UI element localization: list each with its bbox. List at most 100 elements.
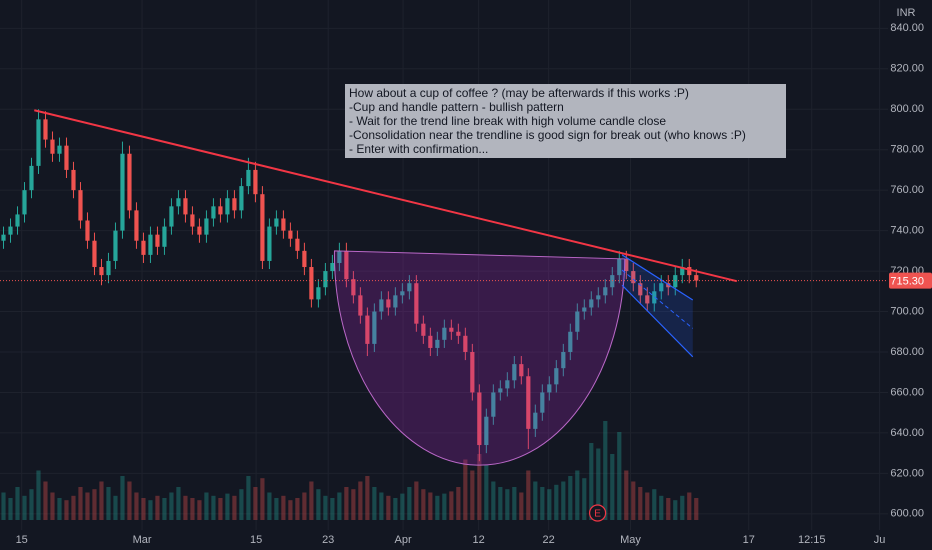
- volume-bar: [78, 487, 83, 520]
- volume-bar: [141, 498, 146, 520]
- last-price-label: 715.30: [890, 275, 924, 287]
- candle-body: [386, 299, 391, 308]
- volume-bar: [428, 492, 433, 520]
- candle-body: [225, 198, 230, 215]
- candle-body: [526, 376, 531, 429]
- candle-body: [316, 287, 321, 300]
- candle-body: [99, 267, 104, 276]
- candle-body: [582, 307, 587, 312]
- candle-body: [407, 283, 412, 292]
- y-tick-label: 740.00: [890, 225, 924, 237]
- volume-bar: [680, 495, 685, 520]
- volume-bar: [652, 489, 657, 520]
- volume-bar: [29, 489, 34, 520]
- volume-bar: [645, 492, 650, 520]
- candle-body: [379, 299, 384, 312]
- volume-bar: [50, 492, 55, 520]
- candle-body: [540, 392, 545, 413]
- volume-bar: [407, 487, 412, 520]
- volume-bar: [92, 489, 97, 520]
- volume-bar: [197, 500, 202, 520]
- candle-body: [470, 351, 475, 393]
- candle-body: [92, 240, 97, 268]
- y-tick-label: 840.00: [890, 22, 924, 34]
- last-price-badge: [889, 272, 932, 289]
- volume-bar: [554, 484, 559, 520]
- volume-bar: [337, 492, 342, 520]
- x-tick-label: 12: [473, 534, 485, 546]
- volume-bar: [176, 487, 181, 520]
- candle-body: [246, 169, 251, 187]
- candle-body: [50, 139, 55, 154]
- candle-body: [631, 271, 636, 284]
- candle-body: [295, 238, 300, 251]
- volume-bar: [211, 495, 216, 520]
- volume-bar: [162, 498, 167, 520]
- annotation-box: How about a cup of coffee ? (may be afte…: [345, 84, 786, 158]
- volume-bar: [498, 487, 503, 520]
- candle-body: [393, 295, 398, 308]
- volume-bar: [316, 489, 321, 520]
- volume-bar: [477, 454, 482, 520]
- volume-bar: [589, 443, 594, 520]
- volume-bar: [449, 491, 454, 520]
- volume-bar: [533, 481, 538, 520]
- candle-body: [428, 335, 433, 348]
- candle-body: [547, 384, 552, 393]
- candle-body: [22, 190, 27, 215]
- trendline: [34, 109, 738, 283]
- volume-bar: [1, 492, 6, 520]
- candle-body: [512, 364, 517, 381]
- x-tick-label: Ju: [874, 534, 886, 546]
- candle-body: [589, 299, 594, 308]
- candle-body: [491, 392, 496, 417]
- volume-bar: [421, 489, 426, 520]
- volume-bar: [379, 492, 384, 520]
- volume-bar: [169, 492, 174, 520]
- candle-body: [64, 145, 69, 170]
- candle-body: [610, 275, 615, 288]
- x-tick-label: 23: [322, 534, 334, 546]
- channel-line: [621, 284, 694, 358]
- channel-line: [621, 254, 694, 301]
- candle-body: [309, 267, 314, 300]
- candle-body: [120, 153, 125, 231]
- y-tick-label: 700.00: [890, 305, 924, 317]
- candle-body: [169, 206, 174, 227]
- volume-bar: [85, 492, 90, 520]
- currency-label: INR: [897, 7, 916, 19]
- candle-body: [533, 412, 538, 429]
- candle-body: [190, 214, 195, 227]
- volume-bar: [274, 498, 279, 520]
- grid: [0, 0, 888, 530]
- volume-bar: [358, 481, 363, 520]
- x-tick-label: Apr: [395, 534, 412, 546]
- event-marker: [588, 504, 607, 522]
- candle-body: [372, 311, 377, 344]
- volume-bar: [505, 489, 510, 520]
- candle-body: [442, 327, 447, 340]
- volume-bar: [148, 500, 153, 520]
- volume-bar: [134, 492, 139, 520]
- volume-bar: [547, 489, 552, 520]
- candle-body: [113, 230, 118, 261]
- volume-bar: [624, 470, 629, 520]
- volume-bar: [330, 498, 335, 520]
- candle-body: [197, 226, 202, 235]
- candle-body: [505, 380, 510, 389]
- volume-bar: [120, 476, 125, 520]
- volume-bar: [218, 498, 223, 520]
- y-tick-label: 820.00: [890, 63, 924, 75]
- volume-bar: [484, 465, 489, 520]
- candle-body: [281, 218, 286, 231]
- volume-bar: [288, 500, 293, 520]
- candle-body: [680, 267, 685, 276]
- candle-body: [575, 311, 580, 332]
- volume-bar: [267, 492, 272, 520]
- candle-body: [554, 368, 559, 385]
- volume-bar: [8, 498, 13, 520]
- volume-bar: [127, 481, 132, 520]
- candle-body: [596, 295, 601, 300]
- candle-body: [127, 153, 132, 211]
